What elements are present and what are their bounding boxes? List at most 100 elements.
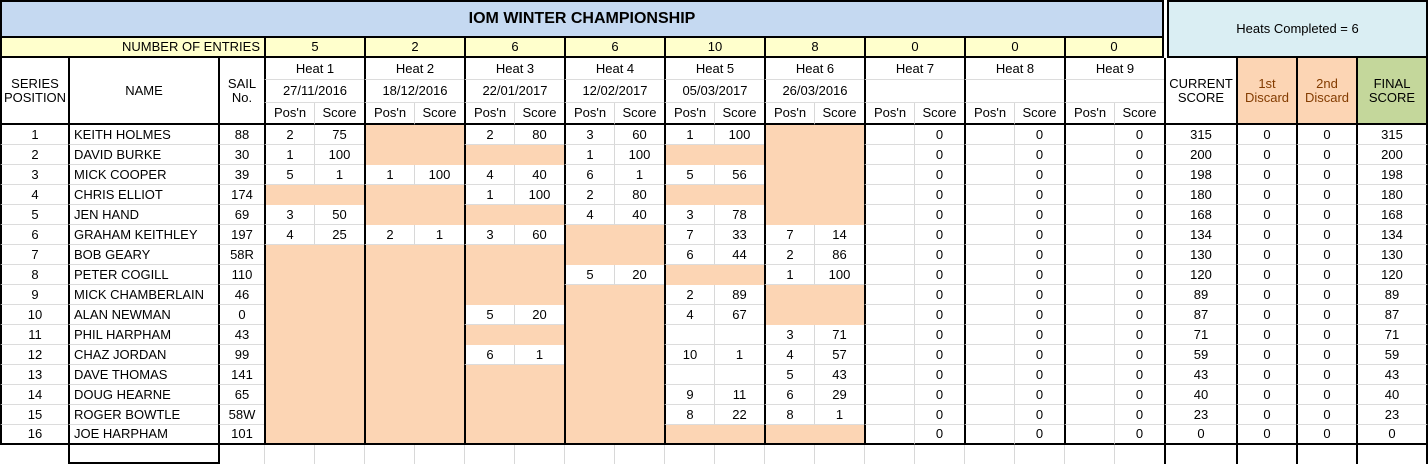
heat-score-cell[interactable]: 0 (1114, 425, 1164, 445)
final-score-cell[interactable]: 43 (1356, 365, 1428, 385)
heat-score-cell[interactable]: 0 (914, 125, 964, 145)
sail-no-cell[interactable]: 101 (218, 425, 264, 445)
heat-dnc-cell[interactable] (264, 365, 364, 385)
heat-dnc-cell[interactable] (464, 245, 564, 265)
heat-score-cell[interactable]: 0 (1014, 385, 1064, 405)
heat-posn-cell[interactable] (964, 185, 1014, 205)
series-position-cell[interactable]: 16 (0, 425, 68, 445)
heat-posn-cell[interactable]: 1 (364, 165, 414, 185)
heat-posn-cell[interactable]: 3 (464, 225, 514, 245)
heat-score-cell[interactable]: 40 (514, 165, 564, 185)
current-score-cell[interactable]: 200 (1164, 145, 1236, 165)
series-position-cell[interactable]: 15 (0, 405, 68, 425)
second-discard-cell[interactable]: 0 (1296, 365, 1356, 385)
final-score-cell[interactable]: 71 (1356, 325, 1428, 345)
current-score-cell[interactable]: 198 (1164, 165, 1236, 185)
heat-score-cell[interactable]: 1 (414, 225, 464, 245)
sail-no-cell[interactable]: 174 (218, 185, 264, 205)
first-discard-cell[interactable]: 0 (1236, 205, 1296, 225)
heat-score-cell[interactable]: 0 (1014, 285, 1064, 305)
heat-posn-cell[interactable]: 2 (564, 185, 614, 205)
first-discard-cell[interactable]: 0 (1236, 265, 1296, 285)
heat-score-cell[interactable]: 1 (814, 405, 864, 425)
heat-posn-cell[interactable] (864, 225, 914, 245)
heat-score-cell[interactable]: 0 (1014, 425, 1064, 445)
heat-posn-cell[interactable] (864, 205, 914, 225)
heat-score-cell[interactable]: 0 (1014, 265, 1064, 285)
heat-score-cell[interactable]: 0 (914, 365, 964, 385)
final-score-cell[interactable]: 134 (1356, 225, 1428, 245)
heat-posn-cell[interactable]: 2 (464, 125, 514, 145)
heat-score-cell[interactable]: 67 (714, 305, 764, 325)
heat-dnc-cell[interactable] (364, 245, 464, 265)
name-cell[interactable]: DAVID BURKE (68, 145, 218, 165)
heat-posn-cell[interactable] (964, 305, 1014, 325)
heat-posn-cell[interactable] (964, 125, 1014, 145)
heat-score-cell[interactable]: 100 (814, 265, 864, 285)
second-discard-cell[interactable]: 0 (1296, 265, 1356, 285)
heat-score-cell[interactable]: 0 (1114, 265, 1164, 285)
heat-posn-cell[interactable]: 8 (764, 405, 814, 425)
heat-posn-cell[interactable]: 2 (264, 125, 314, 145)
heat-dnc-cell[interactable] (664, 145, 764, 165)
heat-score-cell[interactable]: 1 (314, 165, 364, 185)
heat-score-cell[interactable]: 0 (1014, 145, 1064, 165)
heat-posn-cell[interactable] (1064, 165, 1114, 185)
heat-score-cell[interactable]: 0 (914, 205, 964, 225)
sail-no-cell[interactable]: 0 (218, 305, 264, 325)
sail-no-cell[interactable]: 99 (218, 345, 264, 365)
heat-posn-cell[interactable] (1064, 145, 1114, 165)
first-discard-cell[interactable]: 0 (1236, 325, 1296, 345)
heat-score-cell[interactable] (714, 325, 764, 345)
heat-score-cell[interactable]: 0 (1114, 325, 1164, 345)
heat-score-cell[interactable]: 29 (814, 385, 864, 405)
heat-score-cell[interactable]: 80 (614, 185, 664, 205)
entry-count-cell[interactable]: 0 (864, 38, 964, 58)
heat-dnc-cell[interactable] (564, 245, 664, 265)
second-discard-cell[interactable]: 0 (1296, 345, 1356, 365)
heat-score-cell[interactable]: 0 (914, 165, 964, 185)
heat-posn-cell[interactable]: 7 (764, 225, 814, 245)
name-cell[interactable]: MICK COOPER (68, 165, 218, 185)
series-position-cell[interactable]: 10 (0, 305, 68, 325)
sail-no-cell[interactable]: 197 (218, 225, 264, 245)
heat-score-cell[interactable]: 44 (714, 245, 764, 265)
heat-posn-cell[interactable]: 4 (264, 225, 314, 245)
heat-posn-cell[interactable] (864, 385, 914, 405)
heat-score-cell[interactable]: 0 (1114, 185, 1164, 205)
heat-score-cell[interactable]: 60 (514, 225, 564, 245)
second-discard-cell[interactable]: 0 (1296, 285, 1356, 305)
heat-posn-cell[interactable]: 3 (264, 205, 314, 225)
heat-score-cell[interactable]: 0 (1114, 165, 1164, 185)
series-position-cell[interactable]: 4 (0, 185, 68, 205)
heat-posn-cell[interactable]: 1 (264, 145, 314, 165)
first-discard-cell[interactable]: 0 (1236, 245, 1296, 265)
heat-score-cell[interactable]: 43 (814, 365, 864, 385)
heat-posn-cell[interactable] (864, 365, 914, 385)
heat-dnc-cell[interactable] (464, 385, 564, 405)
current-score-cell[interactable]: 59 (1164, 345, 1236, 365)
heat-posn-cell[interactable] (864, 265, 914, 285)
first-discard-cell[interactable]: 0 (1236, 425, 1296, 445)
current-score-cell[interactable]: 43 (1164, 365, 1236, 385)
second-discard-cell[interactable]: 0 (1296, 245, 1356, 265)
final-score-cell[interactable]: 130 (1356, 245, 1428, 265)
heat-score-cell[interactable]: 0 (914, 185, 964, 205)
heat-score-cell[interactable]: 25 (314, 225, 364, 245)
heat-dnc-cell[interactable] (564, 345, 664, 365)
heat-score-cell[interactable]: 0 (1014, 125, 1064, 145)
heat-score-cell[interactable]: 0 (914, 425, 964, 445)
name-cell[interactable]: CHAZ JORDAN (68, 345, 218, 365)
heat-posn-cell[interactable]: 3 (564, 125, 614, 145)
heat-posn-cell[interactable] (964, 205, 1014, 225)
heat-score-cell[interactable]: 75 (314, 125, 364, 145)
heat-posn-cell[interactable]: 4 (764, 345, 814, 365)
second-discard-cell[interactable]: 0 (1296, 145, 1356, 165)
heat-score-cell[interactable]: 33 (714, 225, 764, 245)
heat-score-cell[interactable]: 0 (1014, 245, 1064, 265)
heat-posn-cell[interactable]: 8 (664, 405, 714, 425)
heat-score-cell[interactable]: 0 (914, 265, 964, 285)
heat-score-cell[interactable]: 0 (1114, 145, 1164, 165)
heat-dnc-cell[interactable] (264, 345, 364, 365)
heat-dnc-cell[interactable] (464, 425, 564, 445)
